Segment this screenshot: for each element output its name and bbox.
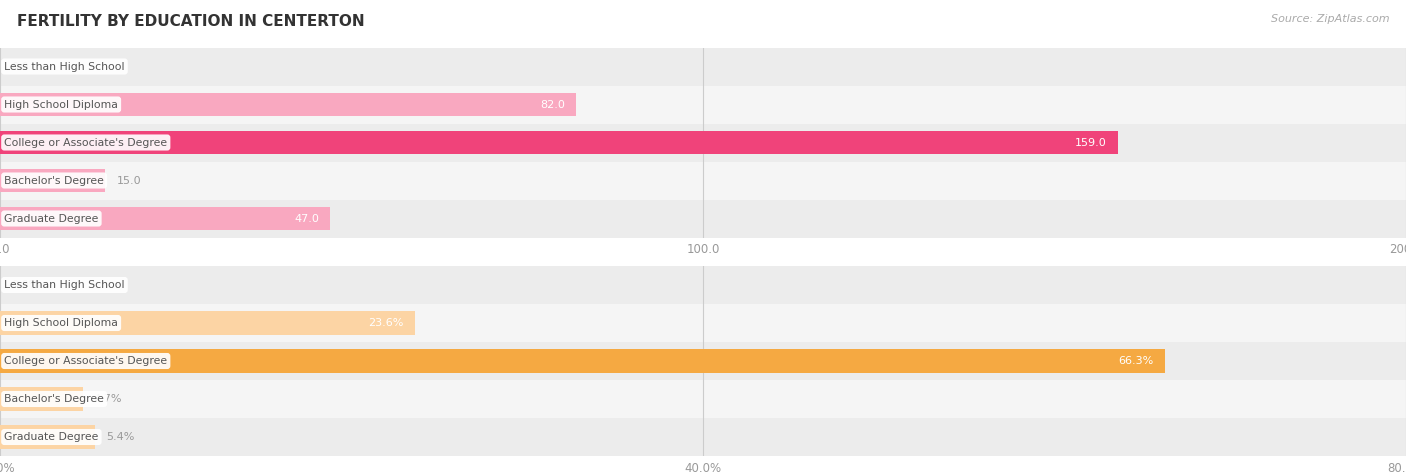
Text: 0.0: 0.0 bbox=[11, 61, 30, 72]
Text: FERTILITY BY EDUCATION IN CENTERTON: FERTILITY BY EDUCATION IN CENTERTON bbox=[17, 14, 364, 29]
Text: 15.0: 15.0 bbox=[117, 175, 142, 186]
Text: College or Associate's Degree: College or Associate's Degree bbox=[4, 356, 167, 366]
Bar bbox=[0, 200, 1406, 238]
Bar bbox=[0, 380, 1406, 418]
Text: College or Associate's Degree: College or Associate's Degree bbox=[4, 137, 167, 148]
Text: 5.4%: 5.4% bbox=[107, 432, 135, 442]
Bar bbox=[0, 207, 330, 230]
Bar bbox=[0, 131, 1118, 154]
Text: 0.0%: 0.0% bbox=[11, 280, 39, 290]
Text: 159.0: 159.0 bbox=[1074, 137, 1107, 148]
Bar bbox=[0, 162, 1406, 199]
Bar bbox=[0, 86, 1406, 124]
Bar bbox=[0, 48, 1406, 86]
Text: Bachelor's Degree: Bachelor's Degree bbox=[4, 394, 104, 404]
Text: Less than High School: Less than High School bbox=[4, 61, 125, 72]
Text: High School Diploma: High School Diploma bbox=[4, 318, 118, 328]
Text: 23.6%: 23.6% bbox=[368, 318, 404, 328]
Bar bbox=[0, 387, 83, 411]
Text: 66.3%: 66.3% bbox=[1119, 356, 1154, 366]
Bar bbox=[0, 425, 96, 449]
Text: Less than High School: Less than High School bbox=[4, 280, 125, 290]
Bar bbox=[0, 349, 1166, 373]
Bar bbox=[0, 124, 1406, 162]
Bar bbox=[0, 342, 1406, 380]
Text: High School Diploma: High School Diploma bbox=[4, 99, 118, 110]
Bar bbox=[0, 418, 1406, 456]
Text: 47.0: 47.0 bbox=[294, 213, 319, 224]
Text: Bachelor's Degree: Bachelor's Degree bbox=[4, 175, 104, 186]
Text: 4.7%: 4.7% bbox=[94, 394, 122, 404]
Bar bbox=[0, 311, 415, 335]
Bar bbox=[0, 266, 1406, 304]
Bar bbox=[0, 169, 105, 192]
Text: 82.0: 82.0 bbox=[540, 99, 565, 110]
Text: Graduate Degree: Graduate Degree bbox=[4, 432, 98, 442]
Text: Source: ZipAtlas.com: Source: ZipAtlas.com bbox=[1271, 14, 1389, 24]
Bar bbox=[0, 93, 576, 116]
Text: Graduate Degree: Graduate Degree bbox=[4, 213, 98, 224]
Bar bbox=[0, 304, 1406, 342]
